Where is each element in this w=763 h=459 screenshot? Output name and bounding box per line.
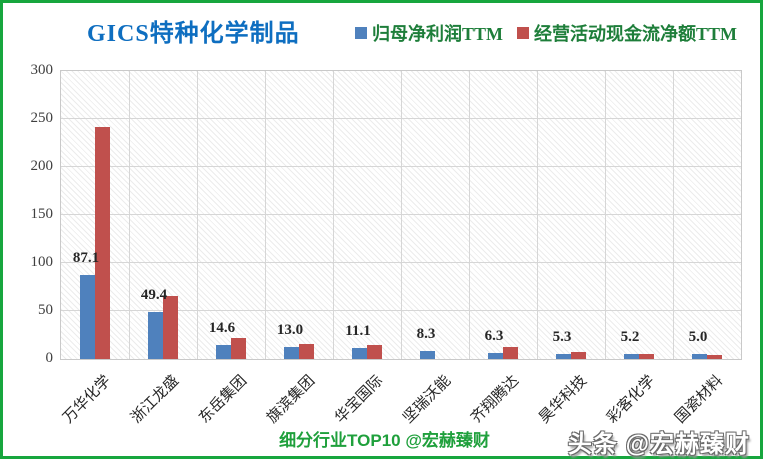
bar-net-profit [692, 354, 707, 359]
plot-area [60, 70, 742, 360]
x-axis-label: 浙江龙盛 [127, 372, 183, 427]
gridline-vertical [197, 71, 198, 359]
legend-item-0: 归母净利润TTM [355, 20, 503, 46]
bar-operating-cashflow [503, 347, 518, 359]
x-axis-label: 万华化学 [59, 372, 115, 427]
bar-operating-cashflow [367, 344, 382, 359]
data-label: 87.1 [72, 250, 100, 267]
bar-net-profit [420, 351, 435, 359]
bar-net-profit [284, 346, 299, 359]
x-axis-label: 坚瑞沃能 [399, 372, 455, 427]
data-label: 13.0 [276, 321, 304, 338]
y-axis-tick: 200 [30, 158, 54, 174]
bar-net-profit [556, 353, 571, 359]
bar-net-profit [488, 352, 503, 359]
legend-swatch-icon [517, 27, 530, 39]
gridline-vertical [129, 71, 130, 359]
gridline-vertical [537, 71, 538, 359]
legend-item-1: 经营活动现金流净额TTM [517, 20, 737, 46]
bar-operating-cashflow [95, 126, 110, 359]
data-label: 5.2 [620, 329, 640, 345]
y-axis-tick: 250 [30, 110, 54, 126]
data-label: 14.6 [208, 319, 236, 336]
bar-net-profit [80, 275, 95, 359]
bar-operating-cashflow [571, 352, 586, 359]
gridline-vertical [605, 71, 606, 359]
legend: 归母净利润TTM 经营活动现金流净额TTM [355, 20, 737, 46]
y-axis-tick: 50 [38, 302, 53, 318]
bar-operating-cashflow [231, 337, 246, 359]
bar-net-profit [624, 354, 639, 359]
x-axis-label: 齐翔腾达 [467, 372, 523, 427]
bar-operating-cashflow [299, 343, 314, 359]
bar-net-profit [216, 344, 231, 359]
data-label: 49.4 [140, 286, 168, 303]
y-axis-tick: 150 [30, 206, 54, 222]
x-axis-label: 华宝国际 [331, 372, 387, 427]
legend-swatch-icon [355, 27, 367, 39]
bar-net-profit [352, 348, 367, 359]
x-axis-label: 东岳集团 [195, 372, 251, 427]
x-axis-label: 昊华科技 [535, 372, 591, 427]
watermark: 头条 @宏赫臻财 [567, 431, 750, 458]
gridline-vertical [401, 71, 402, 359]
footer-caption: 细分行业TOP10 @宏赫臻财 [279, 431, 490, 450]
gridline-vertical [469, 71, 470, 359]
data-label: 6.3 [484, 327, 504, 344]
data-label: 5.0 [688, 329, 708, 346]
gridline-vertical [673, 71, 674, 359]
bar-operating-cashflow [163, 295, 178, 359]
data-label: 11.1 [345, 323, 371, 340]
x-axis-label: 旗滨集团 [263, 372, 319, 427]
gridline-vertical [265, 71, 266, 359]
bar-operating-cashflow [639, 354, 654, 359]
legend-item-label: 经营活动现金流净额TTM [534, 24, 738, 44]
bar-operating-cashflow [707, 355, 722, 359]
y-axis-tick: 300 [30, 62, 54, 78]
x-axis-label: 国瓷材料 [671, 372, 727, 427]
legend-item-label: 归母净利润TTM [372, 24, 504, 44]
bar-net-profit [148, 311, 163, 359]
data-label: 5.3 [552, 328, 572, 345]
chart-title: GICS特种化学制品 [87, 21, 300, 47]
y-axis-tick: 100 [30, 254, 54, 270]
x-axis-label: 彩客化学 [603, 372, 659, 427]
y-axis-tick: 0 [45, 350, 54, 366]
gridline-vertical [333, 71, 334, 359]
data-label: 8.3 [416, 326, 436, 343]
